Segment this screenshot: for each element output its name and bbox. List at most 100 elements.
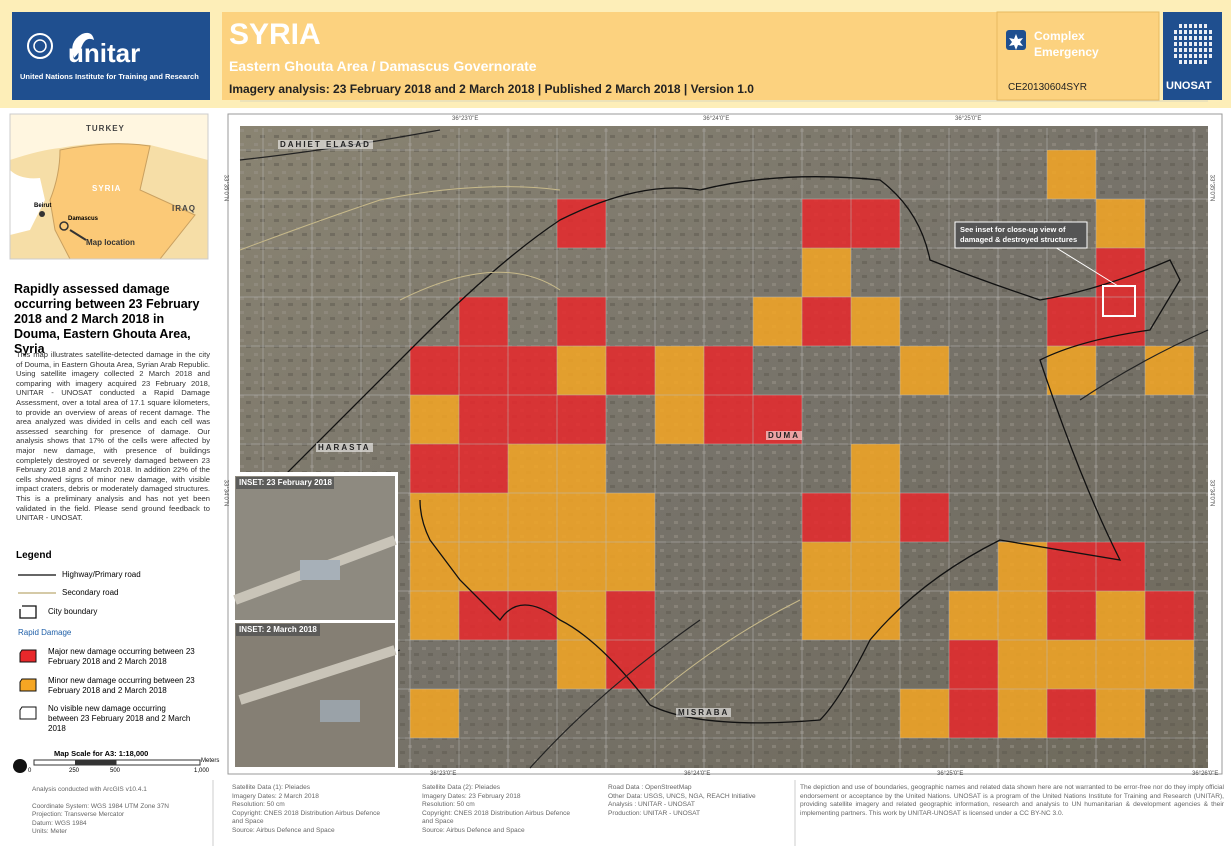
minor-damage-cell <box>557 444 606 493</box>
minor-damage-cell <box>900 346 949 395</box>
major-damage-cell <box>704 395 753 444</box>
minor-damage-cell <box>1047 346 1096 395</box>
damage-cells <box>410 150 1194 738</box>
inset-title: INSET: 2 March 2018 <box>239 625 317 634</box>
unosat-dot <box>1204 60 1207 64</box>
unosat-dot <box>1209 30 1212 34</box>
text-line: Source: Airbus Defence and Space <box>232 826 335 834</box>
place-label: DUMA <box>766 431 802 440</box>
credits-1: Satellite Data (1): Pleiades Imagery Date… <box>232 784 380 836</box>
unosat-dot <box>1174 36 1177 40</box>
imagery-line: Imagery analysis: 23 February 2018 and 2… <box>229 82 754 96</box>
coordinate-label: 36°25'0"E <box>937 771 964 777</box>
major-damage-cell <box>802 199 851 248</box>
text-line: Resolution: 50 cm <box>422 801 475 809</box>
unosat-dot <box>1209 36 1212 40</box>
minor-damage-cell <box>1096 591 1145 640</box>
text-line: Road Data : OpenStreetMap <box>608 784 692 791</box>
inset-title: INSET: 23 February 2018 <box>239 478 332 487</box>
text-line: Imagery Dates: 2 March 2018 <box>232 792 319 800</box>
callout-text: See inset for close-up view of <box>960 225 1066 234</box>
coordinate-label: 36°24'0"E <box>684 771 711 777</box>
emergency-star <box>1009 34 1023 50</box>
minor-damage-cell <box>998 689 1047 738</box>
minor-damage-cell <box>557 640 606 689</box>
unosat-dot <box>1174 42 1177 46</box>
major-damage-cell <box>459 395 508 444</box>
unosat-dot <box>1204 42 1207 46</box>
major-damage-cell <box>557 199 606 248</box>
legend-minor <box>19 678 37 692</box>
callout-box <box>954 221 1088 249</box>
text-line: Satellite Data (1): Pleiades <box>232 784 311 791</box>
unosat-dot <box>1204 54 1207 58</box>
minor-damage-cell <box>557 346 606 395</box>
map-info: Analysis conducted with ArcGIS v10.4.1 Co… <box>32 786 169 837</box>
minor-damage-cell <box>410 493 459 542</box>
inset-building <box>320 700 360 722</box>
text-line: Analysis : UNITAR - UNOSAT <box>608 801 695 809</box>
north-arrow <box>13 759 27 773</box>
minor-damage-cell <box>508 493 557 542</box>
major-damage-cell <box>1047 542 1096 591</box>
unosat-dot <box>1199 30 1202 34</box>
minor-damage-cell <box>606 542 655 591</box>
unosat-dot <box>1194 30 1197 34</box>
text-line: Satellite Data (2): Pleiades <box>422 784 501 791</box>
minor-damage-cell <box>851 444 900 493</box>
locator-sea <box>10 170 45 235</box>
locator-label: SYRIA <box>92 184 122 193</box>
unosat-dot <box>1199 48 1202 52</box>
minor-damage-cell <box>949 591 998 640</box>
unosat-dot <box>1199 54 1202 58</box>
minor-damage-cell <box>900 689 949 738</box>
inset-1-tag <box>236 477 334 489</box>
major-damage-cell <box>1096 248 1145 297</box>
unosat-dot <box>1184 54 1187 58</box>
unosat-dot <box>1209 54 1212 58</box>
coordinate-label: 36°23'0"E <box>430 771 457 777</box>
unosat-dot <box>1194 42 1197 46</box>
callout-leader <box>1049 243 1119 287</box>
unosat-dot <box>1179 60 1182 64</box>
city-boundary <box>239 176 1181 724</box>
disclaimer: The depiction and use of boundaries, geo… <box>800 784 1224 817</box>
subtitle: Eastern Ghouta Area / Damascus Governora… <box>229 58 537 74</box>
inset-2-tag <box>236 624 320 636</box>
minor-damage-cell <box>998 542 1047 591</box>
major-damage-cell <box>508 395 557 444</box>
text-line: Copyright: CNES 2018 Distribution Airbus… <box>232 809 381 817</box>
unosat-dot <box>1204 36 1207 40</box>
major-damage-cell <box>802 297 851 346</box>
minor-damage-cell <box>508 542 557 591</box>
unosat-dot <box>1179 36 1182 40</box>
minor-damage-cell <box>802 248 851 297</box>
unosat-dot <box>1194 54 1197 58</box>
minor-damage-cell <box>655 346 704 395</box>
unosat-dot <box>1189 54 1192 58</box>
unosat-dot <box>1194 48 1197 52</box>
unosat-dot <box>1199 36 1202 40</box>
legend-label: Rapid Damage <box>18 628 72 637</box>
coordinate-label: 36°23'0"E <box>452 116 479 122</box>
major-damage-cell <box>704 346 753 395</box>
legend-label: City boundary <box>48 607 98 616</box>
legend-label: No visible new damage occurring between … <box>48 704 191 733</box>
map-info-line: Units: Meter <box>32 828 68 835</box>
unosat-dot <box>1209 48 1212 52</box>
major-damage-cell <box>802 493 851 542</box>
place-label: MISRABA <box>676 708 732 717</box>
minor-damage-cell <box>557 493 606 542</box>
minor-damage-cell <box>1145 640 1194 689</box>
major-damage-cell <box>1047 591 1096 640</box>
minor-damage-cell <box>1145 346 1194 395</box>
text-line: Resolution: 50 cm <box>232 801 285 809</box>
minor-damage-cell <box>606 493 655 542</box>
unitar-full-name: United Nations Institute for Training an… <box>20 72 199 81</box>
minor-damage-cell <box>851 542 900 591</box>
unosat-dot <box>1179 42 1182 46</box>
locator-label: Damascus <box>68 216 99 222</box>
major-damage-cell <box>508 591 557 640</box>
